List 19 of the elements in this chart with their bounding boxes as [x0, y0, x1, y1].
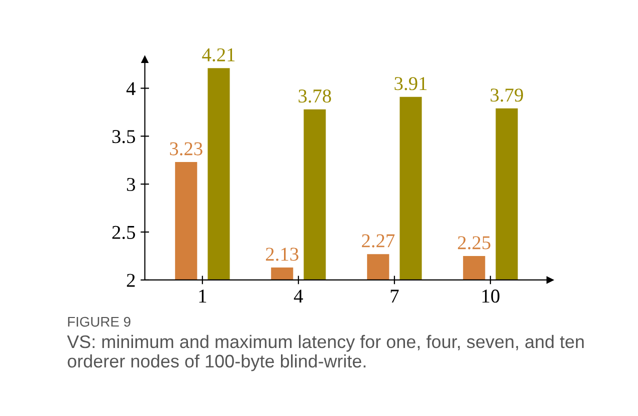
data-label: 3.23 — [170, 142, 202, 156]
data-label: 3.79 — [490, 88, 523, 102]
y-tick-label: 2 — [126, 274, 135, 287]
x-tick-label: 1 — [199, 290, 206, 302]
data-label: 4.21 — [202, 48, 235, 62]
text: VS: minimum and maximum latency for one, four, seven, and ten orderer nodes of 100-byte blind-write. — [67, 334, 584, 372]
y-tick-label: 2.5 — [112, 226, 136, 240]
x-tick-label: 7 — [390, 290, 399, 302]
data-label: 3.78 — [298, 89, 332, 103]
x-tick-label: 10 — [482, 290, 500, 303]
y-tick-label: 4 — [126, 82, 136, 95]
data-label: 2.13 — [266, 248, 298, 261]
y-tick-label: 3.5 — [112, 130, 136, 144]
y-tick-label: 3 — [127, 178, 136, 192]
x-tick-label: 4 — [294, 290, 303, 302]
data-label: 2.27 — [362, 234, 395, 248]
caption: FIGURE 9 — [68, 316, 130, 327]
data-label: 3.91 — [394, 77, 427, 90]
data-label: 2.25 — [458, 236, 490, 250]
